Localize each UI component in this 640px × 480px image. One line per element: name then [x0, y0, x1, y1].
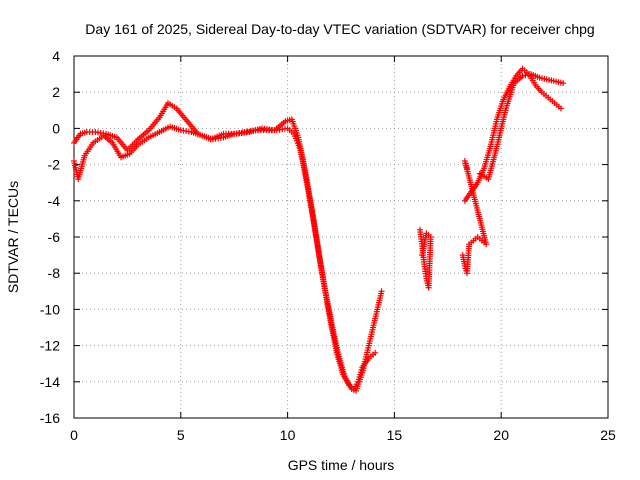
y-tick-label: 0: [52, 120, 60, 136]
axis-ticks: [73, 55, 609, 419]
data-point: [519, 72, 526, 79]
data-point: [464, 165, 471, 172]
data-point: [560, 80, 567, 87]
chart-title: Day 161 of 2025, Sidereal Day-to-day VTE…: [85, 21, 594, 37]
x-tick-label: 15: [387, 427, 403, 443]
y-tick-label: -10: [40, 301, 60, 317]
data-point: [558, 105, 565, 112]
x-tick-label: 0: [70, 427, 78, 443]
x-tick-label: 25: [600, 427, 616, 443]
x-tick-label: 10: [280, 427, 296, 443]
y-tick-label: -16: [40, 410, 60, 426]
y-tick-label: -2: [48, 157, 61, 173]
x-tick-label: 5: [177, 427, 185, 443]
y-tick-label: 4: [52, 48, 60, 64]
data-point-fill: [522, 72, 529, 79]
y-axis-label: SDTVAR / TECUs: [5, 181, 21, 293]
y-tick-label: -6: [48, 229, 61, 245]
data-point: [419, 252, 426, 259]
tick-labels: 0 5 10 15 20 25 -16 -14 -12 -10 -8 -6 -4 -2 0 2 4: [40, 48, 616, 443]
data-points: [71, 65, 567, 394]
grid-lines: [74, 56, 608, 418]
x-axis-label: GPS time / hours: [288, 457, 395, 473]
data-point: [372, 349, 379, 356]
y-tick-label: -8: [48, 265, 61, 281]
y-tick-label: -4: [48, 193, 61, 209]
y-tick-label: 2: [52, 84, 60, 100]
y-tick-label: -14: [40, 374, 60, 390]
x-tick-label: 20: [493, 427, 509, 443]
data-point: [378, 288, 385, 295]
y-tick-label: -12: [40, 338, 60, 354]
